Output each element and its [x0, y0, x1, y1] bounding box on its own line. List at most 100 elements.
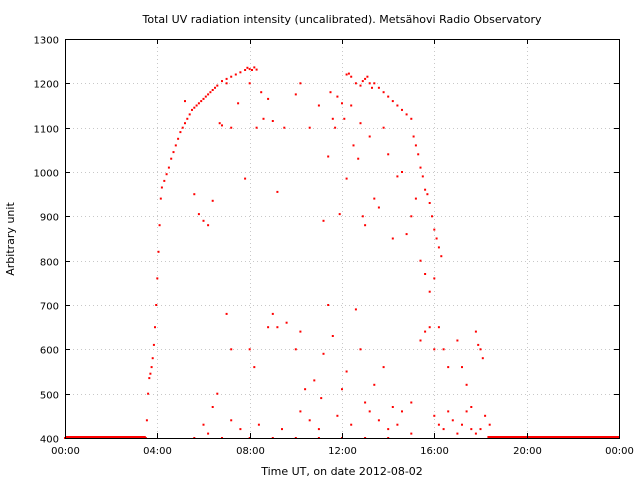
data-point: [364, 401, 367, 404]
data-point: [334, 126, 337, 129]
data-point: [437, 326, 440, 329]
data-point: [195, 104, 198, 107]
data-point: [184, 122, 186, 125]
data-point: [248, 348, 251, 351]
data-point: [211, 199, 214, 202]
data-point: [211, 89, 214, 91]
data-point: [414, 144, 417, 147]
data-point: [405, 233, 408, 236]
data-point: [433, 348, 436, 351]
data-point: [424, 330, 427, 333]
data-point: [456, 339, 459, 342]
y-tick-label: 600: [40, 346, 59, 357]
data-point: [299, 330, 302, 333]
data-point: [191, 108, 193, 111]
data-point: [174, 144, 177, 147]
data-point: [470, 406, 473, 408]
data-point: [317, 104, 320, 107]
y-tick-label: 1000: [34, 169, 59, 180]
y-tick-label: 900: [40, 213, 59, 224]
data-point: [465, 410, 468, 413]
data-point: [428, 202, 431, 204]
data-point: [437, 423, 440, 426]
data-point: [149, 372, 152, 375]
x-tick-label: 04:00: [143, 446, 172, 457]
data-point: [456, 432, 459, 435]
data-point: [225, 82, 228, 85]
data-point: [202, 423, 205, 426]
y-tick-label: 700: [40, 302, 59, 313]
data-point: [474, 432, 477, 435]
data-point: [253, 66, 256, 69]
data-point: [331, 335, 334, 337]
data-point: [299, 82, 302, 85]
data-point: [322, 352, 325, 355]
data-point: [433, 414, 436, 417]
ticks-layer: 400 500 600 700 800 900 1000 1100 1200 1300 00:00 0…: [34, 36, 634, 458]
data-point: [260, 91, 263, 94]
data-point: [177, 137, 180, 140]
data-point: [197, 213, 200, 216]
data-point: [421, 175, 424, 178]
data-point: [451, 419, 454, 422]
data-point: [184, 100, 186, 103]
data-point: [481, 357, 484, 360]
x-tick-label: 00:00: [605, 446, 634, 457]
data-point: [209, 91, 212, 94]
data-point: [345, 177, 348, 180]
data-point: [391, 406, 394, 408]
data-point: [382, 366, 385, 369]
data-point: [145, 419, 148, 422]
data-point: [255, 68, 258, 71]
data-point: [267, 97, 270, 100]
y-tick-label: 800: [40, 258, 59, 269]
data-point: [327, 304, 330, 306]
data-point: [308, 126, 311, 129]
data-point: [181, 126, 184, 129]
data-point: [211, 406, 214, 408]
data-point: [172, 151, 175, 154]
data-point: [391, 237, 394, 240]
data-point: [359, 122, 362, 125]
data-point: [401, 171, 403, 173]
data-point: [336, 414, 339, 417]
data-point: [442, 348, 445, 351]
data-point: [391, 100, 394, 103]
data-point: [193, 106, 196, 109]
points-layer: [64, 66, 620, 439]
data-point: [419, 339, 422, 342]
y-tick-label: 1300: [34, 36, 59, 47]
y-tick-label: 400: [40, 435, 59, 446]
data-point: [154, 326, 156, 329]
data-point: [327, 155, 330, 158]
data-point: [152, 343, 155, 346]
data-point: [294, 348, 297, 351]
data-point: [304, 388, 307, 391]
data-point: [255, 126, 258, 129]
data-point: [234, 73, 237, 76]
data-point: [417, 153, 420, 156]
data-point: [216, 84, 219, 87]
data-point: [447, 410, 450, 413]
data-point: [225, 312, 228, 315]
data-point: [285, 321, 288, 324]
data-point: [147, 392, 150, 395]
data-point: [477, 343, 480, 346]
data-point: [308, 419, 311, 422]
data-point: [320, 397, 323, 400]
data-point: [281, 428, 283, 431]
data-point: [366, 75, 369, 78]
data-point: [186, 117, 189, 120]
data-point: [442, 428, 445, 431]
data-point: [218, 122, 221, 125]
data-point: [419, 166, 422, 169]
data-point: [347, 72, 350, 75]
data-point: [299, 410, 302, 413]
data-point: [207, 224, 210, 227]
data-point: [193, 193, 196, 196]
data-point: [317, 428, 320, 431]
data-point: [329, 91, 332, 94]
data-point: [382, 91, 385, 94]
data-point: [221, 124, 223, 127]
data-point: [322, 219, 325, 222]
